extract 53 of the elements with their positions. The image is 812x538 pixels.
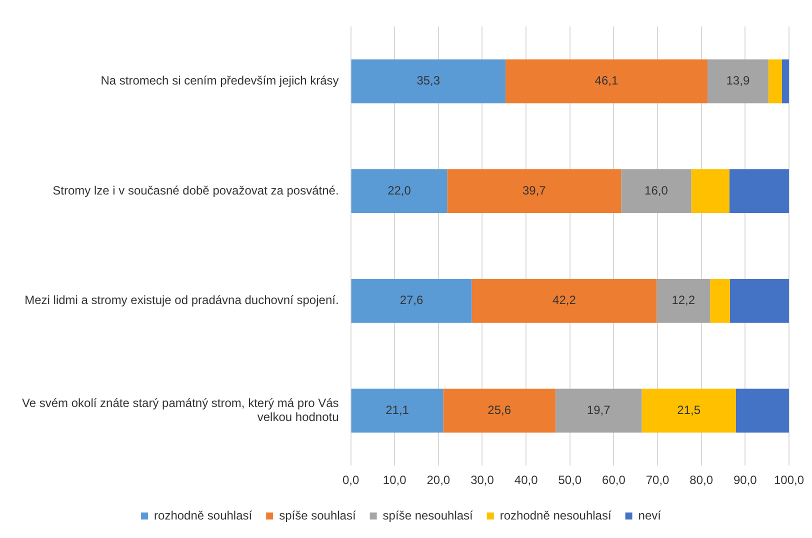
bar <box>351 388 444 433</box>
bar <box>642 388 736 433</box>
bar <box>691 169 730 214</box>
data-label: 19,7 <box>586 403 611 418</box>
x-tick-label: 30,0 <box>470 473 494 488</box>
bar <box>730 278 789 323</box>
x-tick-label: 100,0 <box>774 473 804 488</box>
data-label: 39,7 <box>522 183 546 198</box>
bar <box>351 59 506 104</box>
bar <box>729 169 789 214</box>
data-label: 21,1 <box>386 403 410 418</box>
bar <box>782 59 789 104</box>
y-tick-label: Mezi lidmi a stromy existuje od pradávna duchovní spojení. <box>24 293 339 308</box>
x-tick-label: 10,0 <box>382 473 407 488</box>
data-label: 25,6 <box>488 403 512 418</box>
data-label: 27,6 <box>400 293 424 308</box>
bar <box>707 59 768 104</box>
bar <box>710 278 730 323</box>
legend-label: spíše nesouhlasí <box>382 508 474 522</box>
x-tick-label: 20,0 <box>426 473 450 488</box>
data-label: 42,2 <box>552 293 576 308</box>
bar <box>505 59 708 104</box>
bar <box>555 388 642 433</box>
bar <box>351 278 472 323</box>
bar <box>472 278 657 323</box>
legend-label: spíše souhlasí <box>279 508 356 522</box>
legend-label: rozhodně souhlasí <box>154 508 253 522</box>
data-label: 22,0 <box>388 183 412 198</box>
data-label: 21,5 <box>677 403 701 418</box>
y-tick-label: Stromy lze i v současné době považovat za posvátné. <box>52 183 339 198</box>
bar <box>447 169 622 214</box>
x-tick-label: 90,0 <box>733 473 758 488</box>
y-tick-label: Na stromech si cením především jejich krásy <box>100 74 339 88</box>
bar <box>351 169 448 214</box>
legend-label: neví <box>638 508 662 522</box>
bar <box>621 169 692 214</box>
bar <box>768 59 782 104</box>
data-label: 12,2 <box>672 293 696 308</box>
data-label: 13,9 <box>726 74 750 88</box>
x-tick-label: 50,0 <box>558 473 582 488</box>
bar <box>443 388 556 433</box>
x-tick-label: 0,0 <box>342 473 360 488</box>
x-tick-label: 80,0 <box>690 473 714 488</box>
data-label: 16,0 <box>644 183 668 198</box>
data-label: 35,3 <box>416 74 440 88</box>
data-label: 46,1 <box>594 74 618 88</box>
x-tick-label: 40,0 <box>514 473 538 488</box>
x-tick-label: 70,0 <box>646 473 670 488</box>
legend-label: rozhodně nesouhlasí <box>500 508 612 522</box>
bar <box>736 388 789 433</box>
x-tick-label: 60,0 <box>602 473 626 488</box>
y-tick-label: Ve svém okolí znáte starý památný strom, který má pro Vás velkou hodnotu <box>22 396 339 424</box>
bar <box>656 278 710 323</box>
